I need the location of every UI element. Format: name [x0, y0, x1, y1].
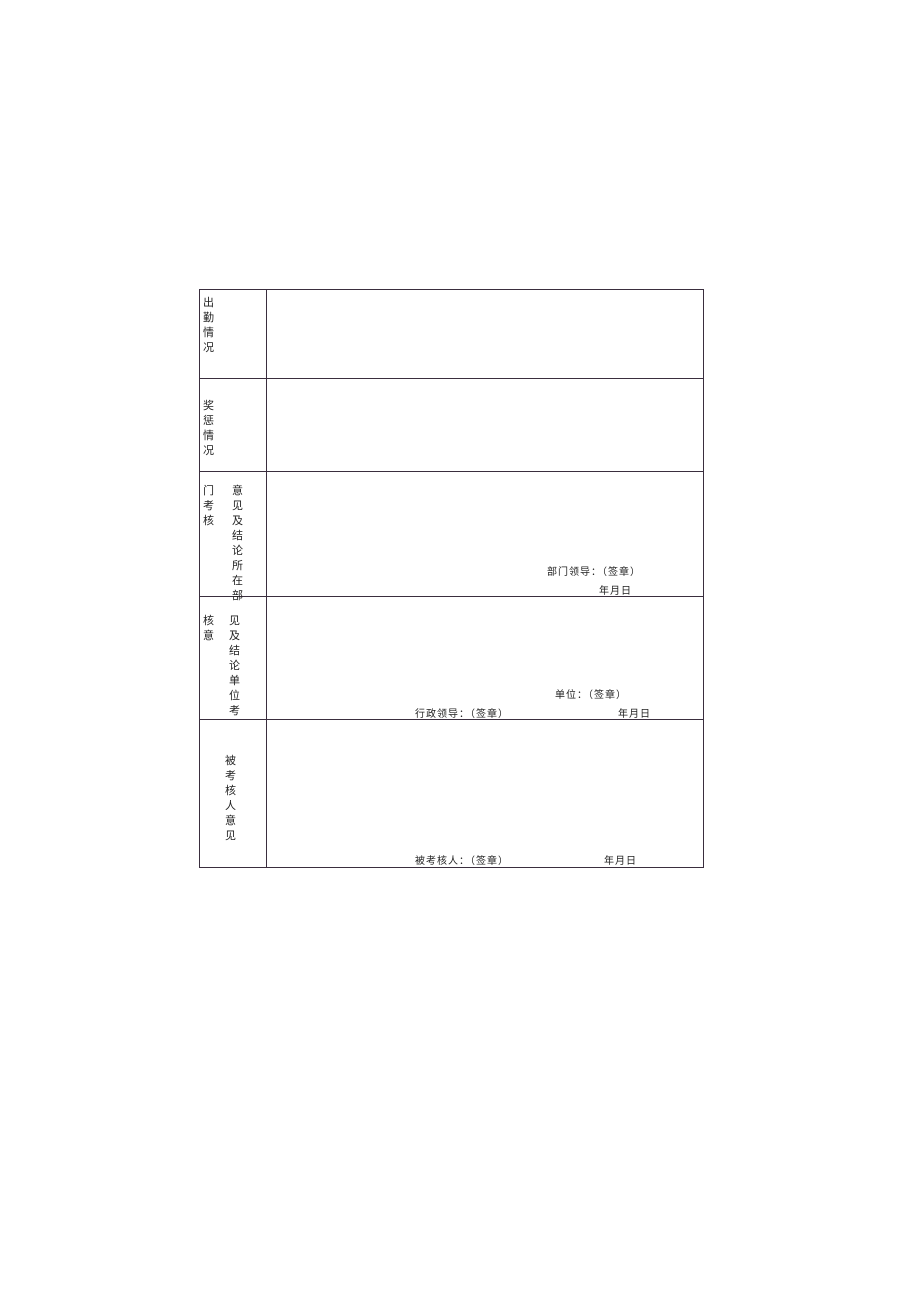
table-border-right [703, 289, 704, 868]
appraisee-opinion-label: 被考核人意见 [225, 754, 236, 842]
row-divider [199, 596, 704, 597]
department-date: 年月日 [599, 586, 632, 597]
rewards-penalties-label: 奖惩情况 [203, 399, 214, 457]
appraisee-date: 年月日 [604, 856, 637, 867]
table-border-top [199, 289, 704, 290]
column-divider [266, 289, 267, 868]
unit-date: 年月日 [618, 709, 651, 720]
table-border-left [199, 289, 200, 868]
department-label-b: 意见及结论所在部 [232, 484, 243, 602]
table-border-bottom [199, 867, 704, 868]
admin-leader-signature: 行政领导：（签章） [415, 709, 509, 720]
row-divider [199, 471, 704, 472]
department-label-a: 门考核 [203, 484, 214, 527]
row-divider [199, 719, 704, 720]
unit-signature: 单位：（签章） [555, 690, 627, 701]
row-divider [199, 378, 704, 379]
attendance-label: 出勤情况 [203, 296, 214, 354]
appraisee-signature: 被考核人：（签章） [415, 856, 509, 867]
department-leader-signature: 部门领导：（签章） [547, 567, 641, 578]
unit-label-b: 见及结论单位考 [229, 614, 240, 717]
unit-label-a: 核意 [203, 614, 214, 642]
